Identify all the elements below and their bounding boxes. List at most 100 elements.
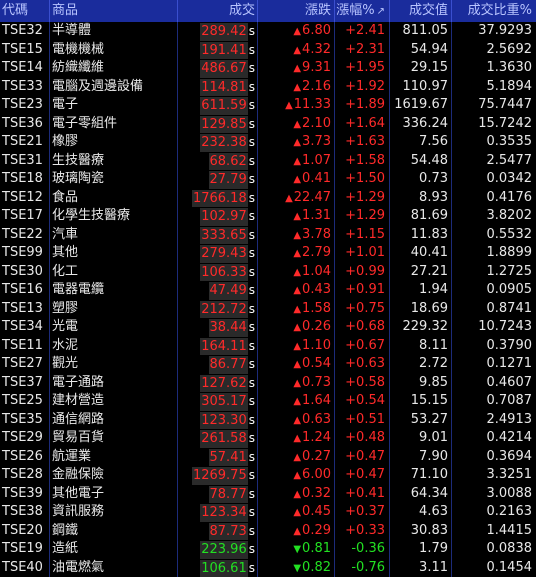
up-triangle-icon: ▲ [293, 304, 301, 315]
row-price-flag: s [249, 246, 255, 260]
row-change-value: 1.04 [302, 264, 331, 279]
row-pct: +1.50 [335, 170, 390, 189]
row-price-flag: s [249, 394, 255, 408]
row-code: TSE27 [0, 355, 50, 374]
row-code: TSE34 [0, 318, 50, 337]
row-change: ▲3.73 [258, 133, 335, 152]
row-price-value: 611.59 [200, 97, 248, 115]
row-change: ▲0.27 [258, 448, 335, 467]
row-code: TSE20 [0, 522, 50, 541]
up-triangle-icon: ▲ [293, 26, 301, 37]
row-price-value: 123.30 [200, 412, 248, 430]
row-price-flag: s [249, 376, 255, 390]
row-price-value: 38.44 [209, 319, 248, 337]
up-triangle-icon: ▲ [293, 119, 301, 130]
row-code: TSE12 [0, 189, 50, 208]
row-pct: +0.48 [335, 429, 390, 448]
row-price-flag: s [249, 505, 255, 519]
row-share: 2.4913 [452, 411, 536, 430]
header-pct[interactable]: 漲幅%↗ [335, 0, 390, 22]
row-price-value: 223.96 [200, 541, 248, 559]
row-change: ▲0.45 [258, 503, 335, 522]
header-name[interactable]: 商品 [50, 0, 178, 22]
row-change-value: 0.63 [302, 412, 331, 427]
header-code[interactable]: 代碼 [0, 0, 50, 22]
row-change: ▲9.31 [258, 59, 335, 78]
row-pct: +0.68 [335, 318, 390, 337]
header-price[interactable]: 成交 [178, 0, 258, 22]
row-name: 資訊服務 [50, 503, 178, 522]
up-triangle-icon: ▲ [293, 285, 301, 296]
row-value: 29.15 [390, 59, 452, 78]
row-change-value: 2.79 [302, 245, 331, 260]
row-pct: -0.76 [335, 559, 390, 577]
row-value: 81.69 [390, 207, 452, 226]
row-value: 64.34 [390, 485, 452, 504]
row-change-value: 1.58 [302, 301, 331, 316]
row-change: ▲1.24 [258, 429, 335, 448]
row-change-value: 3.73 [302, 134, 331, 149]
row-price-value: 78.77 [209, 486, 248, 504]
row-code: TSE15 [0, 41, 50, 60]
row-name: 電機機械 [50, 41, 178, 60]
row-pct: +0.51 [335, 411, 390, 430]
row-share: 0.0905 [452, 281, 536, 300]
row-name: 水泥 [50, 337, 178, 356]
row-value: 54.94 [390, 41, 452, 60]
row-code: TSE28 [0, 466, 50, 485]
header-value[interactable]: 成交值 [390, 0, 452, 22]
row-pct: +2.31 [335, 41, 390, 60]
header-share[interactable]: 成交比重% [452, 0, 536, 22]
up-triangle-icon: ▲ [293, 45, 301, 56]
header-change[interactable]: 漲跌 [258, 0, 335, 22]
row-price-value: 47.49 [209, 282, 248, 300]
row-value: 7.56 [390, 133, 452, 152]
row-pct: +0.37 [335, 503, 390, 522]
row-share: 1.3630 [452, 59, 536, 78]
row-price-flag: s [249, 135, 255, 149]
row-pct: +1.63 [335, 133, 390, 152]
row-price-flag: s [249, 43, 255, 57]
row-value: 110.97 [390, 78, 452, 97]
row-price-value: 232.38 [200, 134, 248, 152]
row-name: 其他電子 [50, 485, 178, 504]
row-share: 1.8899 [452, 244, 536, 263]
row-change-value: 0.41 [302, 171, 331, 186]
row-price-flag: s [249, 357, 255, 371]
row-value: 1.94 [390, 281, 452, 300]
row-price-flag: s [249, 61, 255, 75]
